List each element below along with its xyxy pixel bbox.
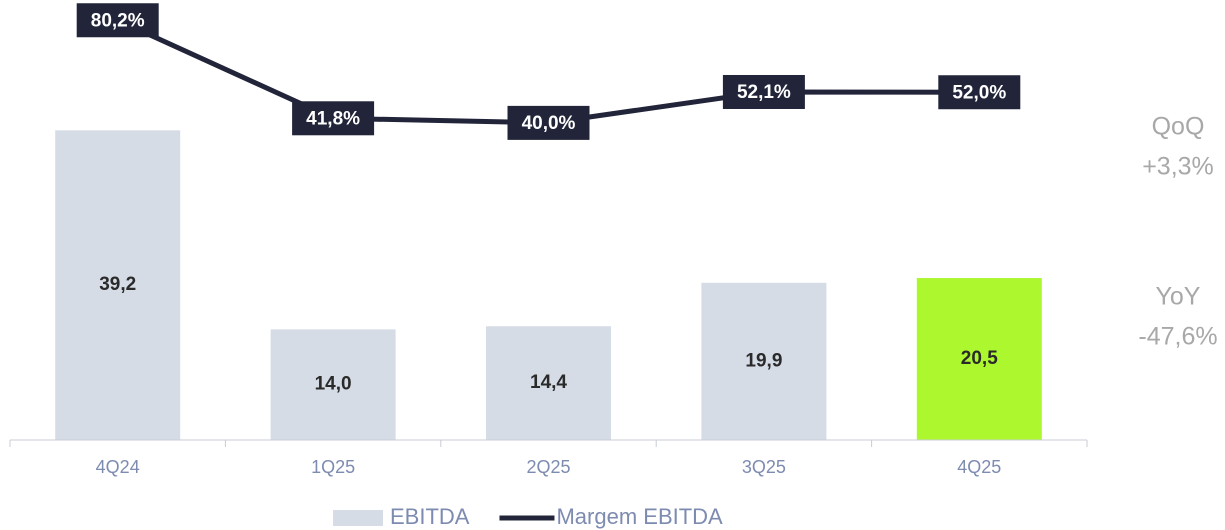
line-value-label: 40,0% — [522, 113, 576, 134]
line-label-box — [938, 75, 1021, 110]
annotation: +3,3% — [1142, 153, 1214, 181]
line-label-box — [722, 74, 805, 109]
line-value-label: 52,1% — [737, 82, 791, 103]
x-tick-label: 1Q25 — [311, 457, 355, 477]
x-tick-label: 3Q25 — [742, 457, 786, 477]
bar-value-label: 20,5 — [961, 348, 998, 369]
line-value-label: 41,8% — [306, 108, 360, 129]
bar — [486, 326, 611, 440]
bar — [916, 278, 1042, 440]
bar — [55, 130, 181, 440]
x-tick-label: 2Q25 — [526, 457, 570, 477]
annotation: QoQ — [1152, 113, 1205, 141]
bar — [270, 329, 396, 440]
x-tick-label: 4Q24 — [96, 457, 140, 477]
bar-value-label: 14,4 — [530, 372, 567, 393]
bar-value-label: 39,2 — [99, 274, 136, 295]
line-label-box — [76, 3, 159, 38]
line-value-label: 80,2% — [91, 10, 145, 31]
bar — [701, 282, 827, 440]
line-label-box — [292, 101, 375, 136]
legend-label: EBITDA — [390, 504, 470, 529]
line-value-label: 52,0% — [952, 82, 1006, 103]
x-tick-label: 4Q25 — [957, 457, 1001, 477]
bar-value-label: 14,0 — [315, 374, 352, 395]
annotation: YoY — [1156, 283, 1201, 311]
legend-swatch — [333, 510, 383, 526]
legend-label: Margem EBITDA — [556, 504, 723, 529]
bar-value-label: 19,9 — [745, 350, 782, 371]
annotation: -47,6% — [1138, 323, 1217, 351]
line-label-box — [507, 105, 590, 140]
